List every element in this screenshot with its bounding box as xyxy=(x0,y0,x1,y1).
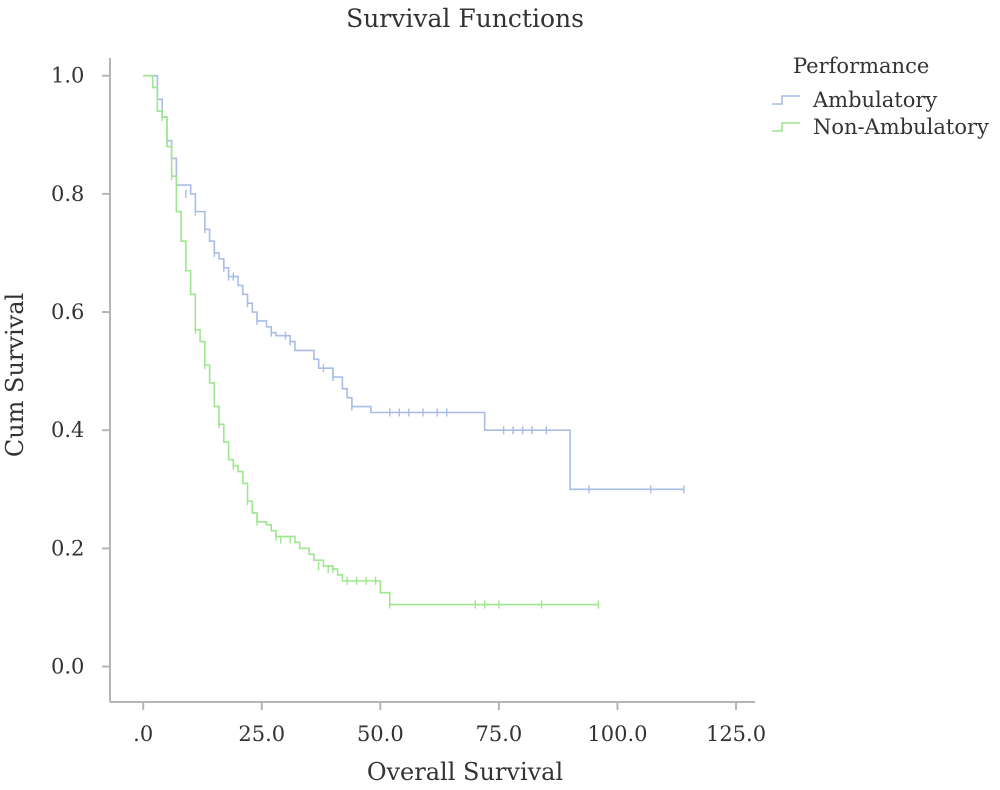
legend-swatch xyxy=(772,122,800,132)
x-tick-label: .0 xyxy=(133,722,153,746)
legend-title: Performance xyxy=(793,54,929,78)
y-tick-label: 0.0 xyxy=(51,655,84,679)
legend-label: Ambulatory xyxy=(812,88,937,112)
x-tick-label: 75.0 xyxy=(476,722,523,746)
legend-swatch xyxy=(772,95,800,105)
series-line-ambulatory xyxy=(143,74,684,491)
y-tick-label: 0.8 xyxy=(51,182,84,206)
chart-title: Survival Functions xyxy=(346,4,584,33)
y-tick-label: 0.6 xyxy=(51,300,84,324)
series-line-non-ambulatory xyxy=(143,74,599,606)
y-axis-title: Cum Survival xyxy=(1,293,29,457)
legend-items: Ambulatory Non-Ambulatory xyxy=(772,88,989,139)
y-tick-label: 0.2 xyxy=(51,536,84,560)
x-tick-label: 100.0 xyxy=(587,722,647,746)
y-tick-label: 1.0 xyxy=(51,64,84,88)
y-tick-label: 0.4 xyxy=(51,418,84,442)
plot-area xyxy=(143,74,685,609)
legend-label: Non-Ambulatory xyxy=(813,115,989,139)
axes xyxy=(109,58,755,703)
x-ticks: .0 25.0 50.0 75.0 100.0 125.0 xyxy=(133,702,766,746)
x-tick-label: 125.0 xyxy=(706,722,766,746)
x-tick-label: 25.0 xyxy=(238,722,285,746)
y-ticks: 0.0 0.2 0.4 0.6 0.8 1.0 xyxy=(51,64,110,679)
x-tick-label: 50.0 xyxy=(357,722,404,746)
x-axis-title: Overall Survival xyxy=(367,758,563,786)
legend: Performance Ambulatory Non-Ambulatory xyxy=(772,54,989,139)
